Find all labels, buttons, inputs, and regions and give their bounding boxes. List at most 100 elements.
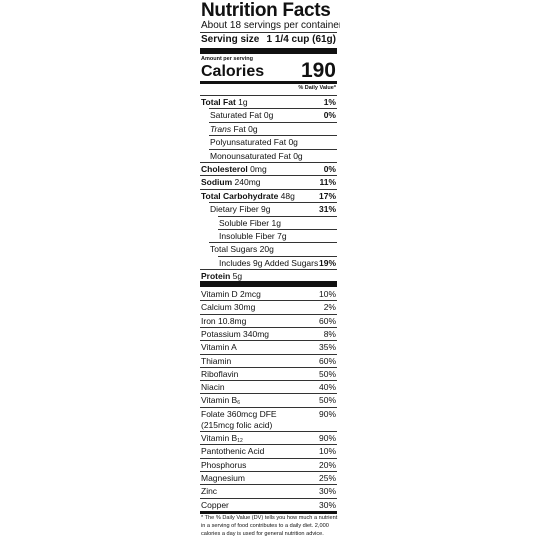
vitamin-sub: 12 (237, 438, 243, 444)
divider-line (200, 188, 337, 190)
nutrient-name: Trans (210, 123, 232, 134)
nutrient-amount: 5g (232, 271, 243, 282)
vitamin-dv: 50% (318, 395, 336, 406)
calories-value: 190 (300, 59, 336, 82)
nutrient-name: Total Carbohydrate (201, 190, 279, 201)
nutrient-amount: 240mg (234, 177, 261, 188)
divider-line (209, 108, 337, 110)
divider-line (209, 148, 337, 150)
divider-line (200, 393, 337, 395)
vitamin-note: (215mcg folic acid) (201, 419, 273, 430)
vitamin-dv: 50% (318, 368, 336, 379)
vitamin-dv: 40% (318, 382, 336, 393)
footnote: * The % Daily Value (DV) tells you how m… (201, 514, 338, 521)
divider-bar (200, 281, 337, 287)
divider-line (209, 121, 337, 123)
divider-line (200, 457, 337, 459)
serving-size: 1 1/4 cup (61g) (266, 34, 336, 45)
nutrition-label: Nutrition Facts About 18 servings per con… (197, 0, 340, 540)
vitamin-label: Vitamin B (201, 395, 238, 406)
vitamin-name: Folate 360mcg DFE (201, 409, 277, 419)
vitamin-label: Pantothenic Acid (201, 446, 265, 457)
divider-line (200, 269, 337, 271)
nutrient-amount: 9g (261, 204, 271, 215)
servings: About 18 servings per container (201, 20, 340, 31)
divider-line (209, 202, 337, 204)
vitamin-sub: 6 (237, 400, 241, 407)
divider-line (200, 300, 337, 302)
nutrient-amount: 0g (293, 150, 303, 161)
vitamin-label: Zinc (201, 486, 218, 497)
vitamin-label: Vitamin B (201, 433, 238, 443)
vitamin-name: Phosphorus (201, 460, 246, 470)
vitamin-name: Magnesium (201, 474, 245, 483)
nutrient-row: Trans Fat 0g (210, 125, 258, 134)
vitamin-label: Vitamin A (201, 342, 237, 353)
vitamin-name: Iron 10.8mg (201, 316, 246, 326)
nutrient-amount: Fat 0g (233, 123, 258, 134)
divider-line (200, 95, 337, 96)
nutrient-row: Total Sugars 20g (210, 245, 274, 254)
divider-line (200, 326, 337, 328)
divider-line (209, 242, 337, 244)
vitamin-label: Thiamin (201, 355, 232, 366)
vitamin-dv: 10% (318, 446, 336, 457)
vitamin-name: Vitamin B12 (201, 434, 243, 444)
nutrient-name: Insoluble Fiber (219, 231, 275, 241)
nutrient-amount: 0g (288, 137, 298, 148)
nutrient-name: Cholesterol (201, 164, 248, 174)
divider-line (200, 470, 337, 472)
nutrient-name: Total Fat (201, 97, 236, 107)
nutrient-name: Protein (201, 271, 231, 282)
nutrient-dv: 31% (318, 204, 336, 215)
vitamin-label: Calcium 30mg (201, 302, 256, 313)
nutrient-row: Cholesterol 0mg (201, 165, 267, 174)
divider-bar (200, 81, 337, 84)
dv-header: % Daily Value* (298, 85, 336, 91)
nutrient-name: Polyunsaturated Fat (210, 137, 287, 148)
nutrient-row: Saturated Fat 0g (210, 111, 273, 120)
nutrient-row: Protein 5g (201, 272, 242, 281)
divider-line (200, 353, 337, 355)
divider-line (200, 431, 337, 432)
calories-label: Calories (201, 63, 265, 80)
nutrient-name: Soluble Fiber (219, 217, 270, 228)
footnote: in a serving of food contributes to a da… (201, 522, 329, 529)
vitamin-dv: 90% (318, 433, 336, 443)
vitamin-dv: 60% (318, 315, 336, 326)
nutrient-row: Sodium 240mg (201, 178, 261, 187)
vitamin-dv: 8% (323, 328, 336, 339)
vitamin-dv: 30% (318, 499, 336, 510)
nutrient-amount: 0mg (250, 164, 267, 174)
vitamin-name: Niacin (201, 383, 225, 392)
divider-line (200, 162, 337, 163)
vitamin-name: Thiamin (201, 355, 232, 366)
nutrient-dv: 0% (323, 110, 336, 121)
vitamin-label: Vitamin D 2mcg (201, 289, 261, 299)
divider-line (200, 484, 337, 486)
divider-line (200, 313, 337, 315)
nutrient-amount: 48g (280, 190, 295, 201)
vitamin-name: Calcium 30mg (201, 303, 255, 312)
nutrient-name: Sodium (201, 177, 233, 188)
vitamin-dv: 30% (318, 486, 336, 497)
nutrient-row: Polyunsaturated Fat 0g (210, 138, 298, 147)
nutrient-amount: 1g (238, 97, 248, 107)
vitamin-label: Magnesium (201, 472, 245, 483)
divider-line (200, 366, 337, 368)
nutrient-name: Dietary Fiber (210, 204, 259, 215)
serving-label: Serving size (201, 34, 260, 45)
divider-line (200, 497, 337, 499)
nutrient-amount: 1g (271, 217, 281, 228)
vitamin-name: Potassium 340mg (201, 330, 269, 339)
nutrient-name: Includes 9g Added Sugars (219, 257, 319, 268)
vitamin-name: Vitamin B6 (201, 396, 240, 406)
nutrient-row: Total Fat 1g (201, 98, 248, 107)
nutrient-amount: 7g (277, 231, 287, 241)
divider-line (200, 444, 337, 446)
vitamin-dv: 25% (318, 472, 336, 483)
divider-line (218, 255, 337, 257)
nutrient-name: Saturated Fat (210, 110, 262, 121)
footnote: calories a day is used for general nutri… (201, 530, 324, 537)
